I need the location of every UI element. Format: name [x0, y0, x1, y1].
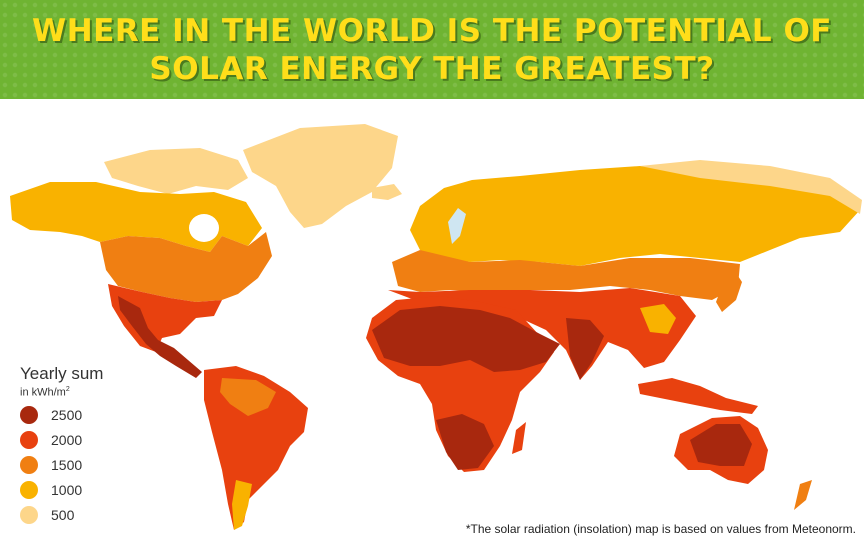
- region-us-mexico: [108, 284, 222, 352]
- region-south-america: [204, 366, 308, 530]
- footnote: *The solar radiation (insolation) map is…: [465, 522, 856, 536]
- legend-label: 1500: [51, 457, 83, 474]
- legend-title: Yearly sum: [20, 364, 104, 383]
- legend-swatch: [20, 456, 38, 475]
- region-japan: [716, 270, 742, 312]
- region-central-america: [118, 296, 202, 378]
- region-iceland: [372, 184, 402, 200]
- legend-item: 1500: [20, 453, 160, 478]
- legend-label: 2000: [51, 432, 83, 449]
- legend-label: 2500: [51, 407, 83, 424]
- region-new-zealand: [794, 480, 812, 510]
- region-eurasia-mid: [392, 250, 740, 300]
- title-banner: WHERE IN THE WORLD IS THE POTENTIAL OF S…: [0, 0, 864, 99]
- legend-label: 1000: [51, 482, 83, 499]
- region-hudson-bay: [189, 214, 219, 242]
- region-arctic-islands: [104, 148, 248, 194]
- region-greenland: [243, 124, 398, 228]
- legend-item: 2500: [20, 403, 160, 428]
- region-north-america-mid: [100, 232, 272, 302]
- region-siberia-far-north: [640, 160, 862, 214]
- region-asia-south: [388, 288, 696, 380]
- region-south-america-south: [232, 480, 252, 530]
- region-madagascar: [512, 422, 526, 454]
- world-solar-map: [10, 124, 862, 530]
- legend-swatch: [20, 506, 38, 525]
- region-southern-africa: [436, 414, 494, 470]
- region-india: [566, 318, 604, 380]
- region-sahara-arabia: [372, 306, 560, 372]
- region-eurasia-north: [410, 166, 860, 266]
- legend-swatch: [20, 431, 38, 450]
- region-australia-interior: [690, 424, 752, 466]
- legend: Yearly sum in kWh/m2 2500 2000 1500 1000 500: [20, 364, 160, 528]
- region-baltic-sea: [448, 208, 466, 244]
- legend-item: 1000: [20, 478, 160, 503]
- region-amazon: [220, 378, 276, 416]
- legend-items: 2500 2000 1500 1000 500: [20, 403, 160, 528]
- legend-swatch: [20, 481, 38, 500]
- legend-swatch: [20, 406, 38, 425]
- legend-label: 500: [51, 507, 75, 524]
- legend-unit: in kWh/m2: [20, 386, 70, 399]
- legend-item: 500: [20, 503, 160, 528]
- region-southeast-asia-islands: [638, 378, 758, 414]
- page-title: WHERE IN THE WORLD IS THE POTENTIAL OF S…: [32, 13, 832, 87]
- region-china-east: [640, 304, 676, 334]
- legend-item: 2000: [20, 428, 160, 453]
